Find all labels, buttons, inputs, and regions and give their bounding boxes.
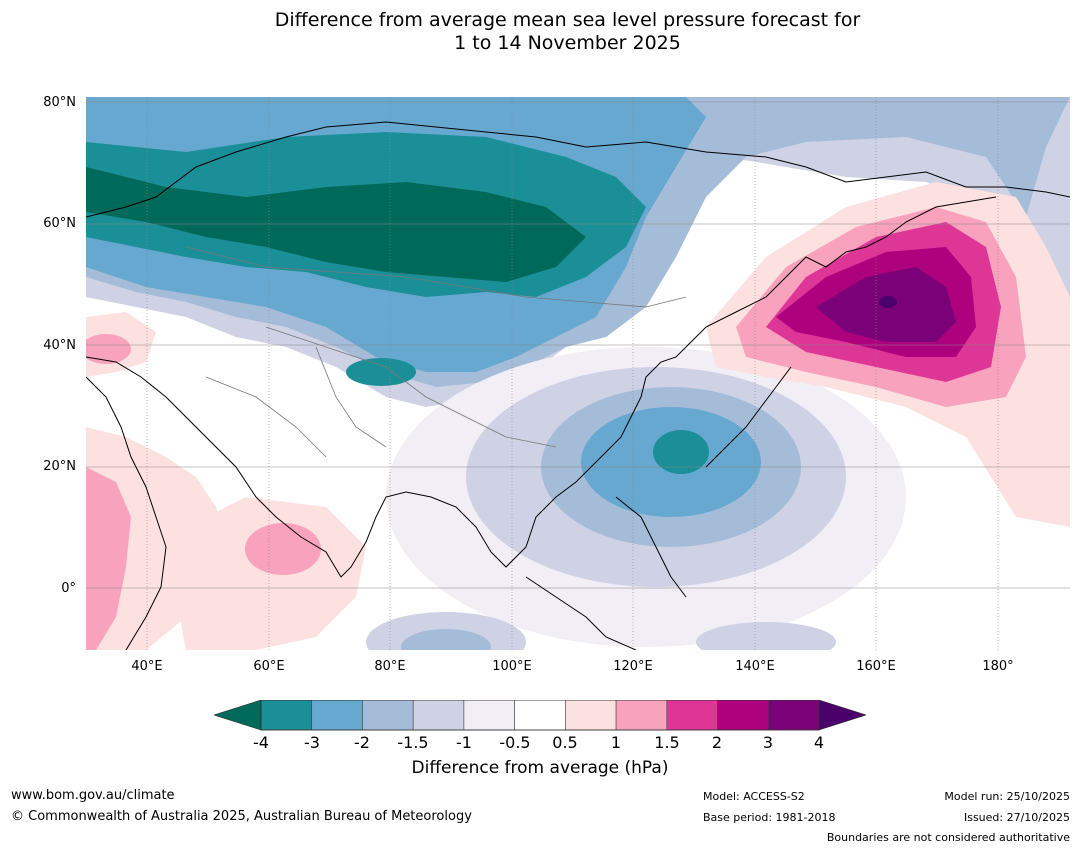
country-borders bbox=[185, 246, 687, 458]
lat-label-20n: 20°N bbox=[43, 459, 76, 474]
colorbar-tick: -1.5 bbox=[397, 733, 429, 752]
colorbar-tick: 3 bbox=[762, 733, 774, 752]
colorbar-segment bbox=[514, 699, 566, 731]
colorbar bbox=[213, 699, 867, 734]
footer-model-run: Model run: 25/10/2025 bbox=[944, 790, 1070, 803]
colorbar-tick: -1 bbox=[456, 733, 472, 752]
lat-label-0: 0° bbox=[61, 581, 76, 596]
colorbar-segment bbox=[666, 699, 718, 731]
footer-issued: Issued: 27/10/2025 bbox=[963, 811, 1070, 824]
colorbar-low-arrow bbox=[213, 699, 262, 731]
lat-label-80n: 80°N bbox=[43, 95, 76, 110]
colorbar-label: Difference from average (hPa) bbox=[411, 758, 669, 778]
lon-label-180: 180° bbox=[982, 659, 1014, 674]
map-graticule bbox=[86, 97, 1070, 650]
colorbar-tick: -2 bbox=[354, 733, 370, 752]
colorbar-segment bbox=[260, 699, 313, 731]
positive-anomaly-west bbox=[86, 312, 366, 650]
lon-label-80e: 80°E bbox=[374, 659, 406, 674]
colorbar-tick: 1 bbox=[610, 733, 622, 752]
negative-anomaly-philippine-sea bbox=[366, 347, 906, 650]
footer-copyright: © Commonwealth of Australia 2025, Austra… bbox=[11, 809, 472, 824]
colorbar-tick: 0.5 bbox=[552, 733, 578, 752]
map-title-line1: Difference from average mean sea level p… bbox=[274, 9, 861, 31]
colorbar-tick: -4 bbox=[253, 733, 269, 752]
map-canvas bbox=[86, 97, 1070, 650]
lon-label-60e: 60°E bbox=[253, 659, 285, 674]
map-title: Difference from average mean sea level p… bbox=[0, 9, 1081, 55]
pressure-anomaly-map bbox=[86, 97, 1070, 650]
lon-label-100e: 100°E bbox=[492, 659, 532, 674]
colorbar-canvas bbox=[213, 699, 867, 731]
negative-anomaly-north-asia bbox=[86, 97, 1070, 407]
footer-url[interactable]: www.bom.gov.au/climate bbox=[11, 788, 175, 803]
colorbar-tick: -3 bbox=[304, 733, 320, 752]
colorbar-segment bbox=[767, 699, 820, 731]
lat-label-40n: 40°N bbox=[43, 338, 76, 353]
colorbar-tick: 2 bbox=[711, 733, 723, 752]
colorbar-segment bbox=[311, 699, 363, 731]
lon-label-160e: 160°E bbox=[856, 659, 896, 674]
colorbar-tick: -0.5 bbox=[499, 733, 531, 752]
footer-disclaimer: Boundaries are not considered authoritat… bbox=[826, 831, 1070, 844]
lon-label-140e: 140°E bbox=[735, 659, 775, 674]
colorbar-segment bbox=[615, 699, 668, 731]
colorbar-tick: 1.5 bbox=[654, 733, 680, 752]
coastlines bbox=[86, 121, 1070, 650]
footer-model: Model: ACCESS-S2 bbox=[703, 790, 805, 803]
colorbar-segment bbox=[362, 699, 414, 731]
colorbar-segment bbox=[717, 699, 769, 731]
colorbar-segment bbox=[565, 699, 617, 731]
colorbar-segment bbox=[412, 699, 465, 731]
lon-label-120e: 120°E bbox=[613, 659, 653, 674]
lat-label-60n: 60°N bbox=[43, 216, 76, 231]
colorbar-segment bbox=[463, 699, 515, 731]
colorbar-high-arrow bbox=[818, 699, 867, 731]
colorbar-tick: 4 bbox=[813, 733, 825, 752]
lon-label-40e: 40°E bbox=[131, 659, 163, 674]
map-title-line2: 1 to 14 November 2025 bbox=[454, 32, 681, 54]
footer-base-period: Base period: 1981-2018 bbox=[703, 811, 836, 824]
